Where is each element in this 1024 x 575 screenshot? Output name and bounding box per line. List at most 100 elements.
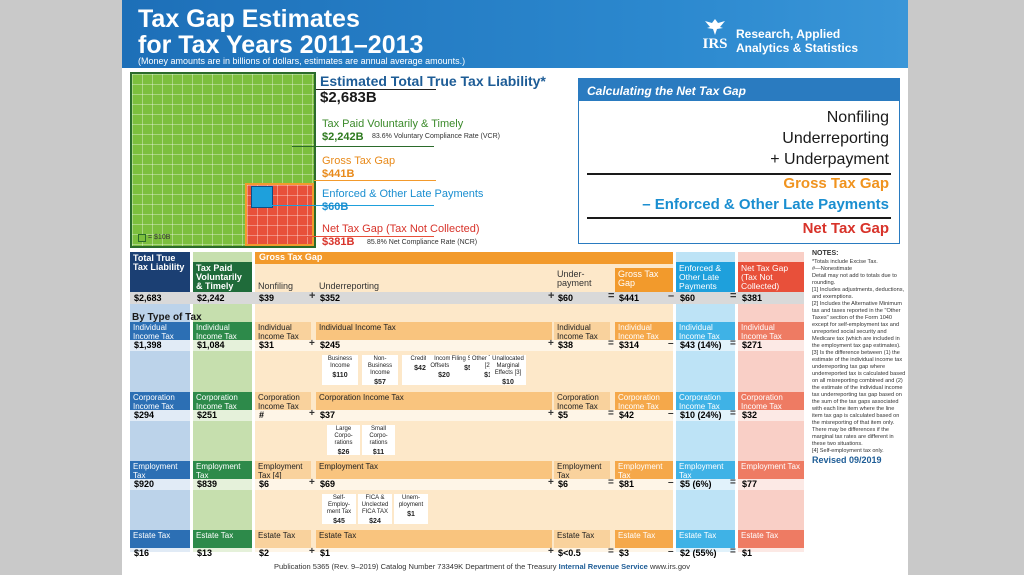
by-type-heading: By Type of Tax — [132, 312, 202, 323]
val-gross: $81 — [619, 479, 635, 489]
sub-value: $45 — [333, 518, 345, 525]
row-label-paid: Employment Tax — [193, 461, 252, 479]
minus-sign: – — [668, 408, 674, 419]
connector-line — [316, 89, 436, 90]
tot-net: $381 — [742, 293, 763, 303]
plus-sign: + — [309, 477, 315, 488]
connector-line — [292, 146, 434, 147]
tot-total: $2,683 — [134, 293, 162, 303]
minus-sign: – — [668, 546, 674, 557]
enf-label: Enforced & Other Late Payments — [322, 188, 484, 200]
calc-gross: Gross Tax Gap — [783, 175, 889, 192]
infographic-page: Tax Gap Estimates for Tax Years 2011–201… — [122, 0, 908, 575]
row-label-paid: Corporation Income Tax — [193, 392, 252, 410]
org-line-2: Analytics & Statistics — [736, 41, 859, 55]
subtitle: (Money amounts are in billions of dollar… — [138, 56, 466, 66]
paid-label: Tax Paid Voluntarily & Timely — [322, 118, 464, 130]
totals-row — [130, 292, 804, 304]
th-gross-band: Gross Tax Gap — [255, 252, 673, 264]
note-4: [1] Includes adjustments, deductions, an… — [812, 287, 905, 300]
row-label-underpay: Employment Tax — [554, 461, 610, 479]
val-under: $69 — [320, 479, 336, 489]
th-gross: Gross Tax Gap — [615, 268, 673, 292]
tot-paid: $2,242 — [197, 293, 225, 303]
sub-label: Non-Business Income — [367, 356, 393, 376]
calc-lines: Nonfiling Underreporting + Underpayment — [770, 107, 889, 170]
row-label-nonfiling: Corporation Income Tax — [255, 392, 311, 410]
net-label: Net Tax Gap (Tax Not Collected) — [322, 223, 480, 235]
sub-value: $1 — [484, 372, 492, 379]
notes-title: NOTES: — [812, 250, 839, 257]
row-label-gross: Estate Tax — [615, 530, 673, 548]
equals-sign: = — [608, 338, 614, 349]
note-5: [2] Includes the Alternative Minimum tax… — [812, 301, 902, 349]
th-total: Total True Tax Liability — [130, 252, 190, 292]
sub-label: Large Corpo-rations — [334, 426, 353, 446]
row-label-net: Employment Tax — [738, 461, 804, 479]
vcr-note: 83.6% Voluntary Compliance Rate (VCR) — [372, 133, 501, 140]
val-enf: $43 (14%) — [680, 340, 722, 350]
sub-value: $110 — [332, 372, 348, 379]
val-total: $920 — [134, 479, 155, 489]
val-paid: $839 — [197, 479, 218, 489]
legend-text: = $10B — [148, 234, 171, 241]
plus-sign: + — [548, 477, 554, 488]
calc-rule — [587, 217, 891, 219]
sub-value: $42 — [414, 365, 426, 372]
row-label-gross: Corporation Income Tax — [615, 392, 673, 410]
val-gross: $314 — [619, 340, 640, 350]
row-values-band — [130, 479, 804, 490]
row-label-total: Individual Income Tax — [130, 322, 190, 340]
row-label-enf: Individual Income Tax — [676, 322, 735, 340]
val-total: $294 — [134, 410, 155, 420]
enf-value: $60B — [322, 201, 349, 213]
minus-sign: – — [668, 338, 674, 349]
calc-box: Calculating the Net Tax Gap Nonfiling Un… — [578, 78, 900, 244]
sub-value: $26 — [337, 449, 350, 456]
minus-sign: – — [668, 477, 674, 488]
th-enforced: Enforced & Other Late Payments — [676, 262, 735, 292]
connector-line — [304, 236, 434, 237]
footer-pub: Publication 5365 (Rev. 9–2019) Catalog N… — [274, 562, 557, 571]
row-label-enf: Employment Tax — [676, 461, 735, 479]
row-label-underpay: Corporation Income Tax — [554, 392, 610, 410]
row-label-total: Corporation Income Tax — [130, 392, 190, 410]
tot-enf: $60 — [680, 293, 696, 303]
footer: Publication 5365 (Rev. 9–2019) Catalog N… — [274, 562, 690, 571]
sub-label: Business Income — [327, 356, 353, 369]
equals-sign: = — [608, 477, 614, 488]
eagle-icon — [705, 19, 725, 35]
row-label-total: Estate Tax — [130, 530, 190, 548]
sub-label: Other Taxes [2] — [471, 356, 505, 369]
plus-sign: + — [309, 290, 316, 302]
note-6: [3] Is the difference between (1) the es… — [812, 350, 906, 447]
th-underpayment: Under-payment — [557, 269, 592, 288]
sub-label: FICA & Unclected FICA TAX — [361, 495, 389, 515]
legend-swatch — [138, 234, 146, 242]
sub-label: Income Offsets [1] — [430, 356, 458, 369]
equals-sign: = — [730, 338, 736, 349]
logo-text: IRS — [702, 36, 728, 52]
tot-under: $352 — [320, 293, 341, 303]
val-under: $245 — [320, 340, 341, 350]
sub-breakdown-cell: Unallocated Marginal Effects [3] $10 — [490, 355, 526, 386]
plus-sign: + — [309, 338, 315, 349]
ttl-value: $2,683B — [320, 89, 377, 106]
row-label-total: Employment Tax — [130, 461, 190, 479]
calc-underpayment: + Underpayment — [770, 151, 889, 168]
gross-label: Gross Tax Gap — [322, 155, 396, 167]
row-label-paid: Individual Income Tax — [193, 322, 252, 340]
equals-sign: = — [730, 290, 737, 302]
val-gross: $42 — [619, 410, 635, 420]
row-label-nonfiling: Individual Income Tax — [255, 322, 311, 340]
ncr-note: 85.8% Net Compliance Rate (NCR) — [367, 239, 478, 246]
plus-sign: + — [548, 290, 555, 302]
sub-label: Credits — [410, 356, 430, 362]
equals-sign: = — [730, 477, 736, 488]
connector-line — [314, 180, 436, 181]
note-2: #—Nonestimate — [812, 266, 853, 272]
sub-value: $20 — [438, 372, 450, 379]
val-gross: $3 — [619, 548, 630, 558]
row-label-under: Employment Tax — [316, 461, 552, 479]
calc-enforced: – Enforced & Other Late Payments — [642, 196, 889, 213]
